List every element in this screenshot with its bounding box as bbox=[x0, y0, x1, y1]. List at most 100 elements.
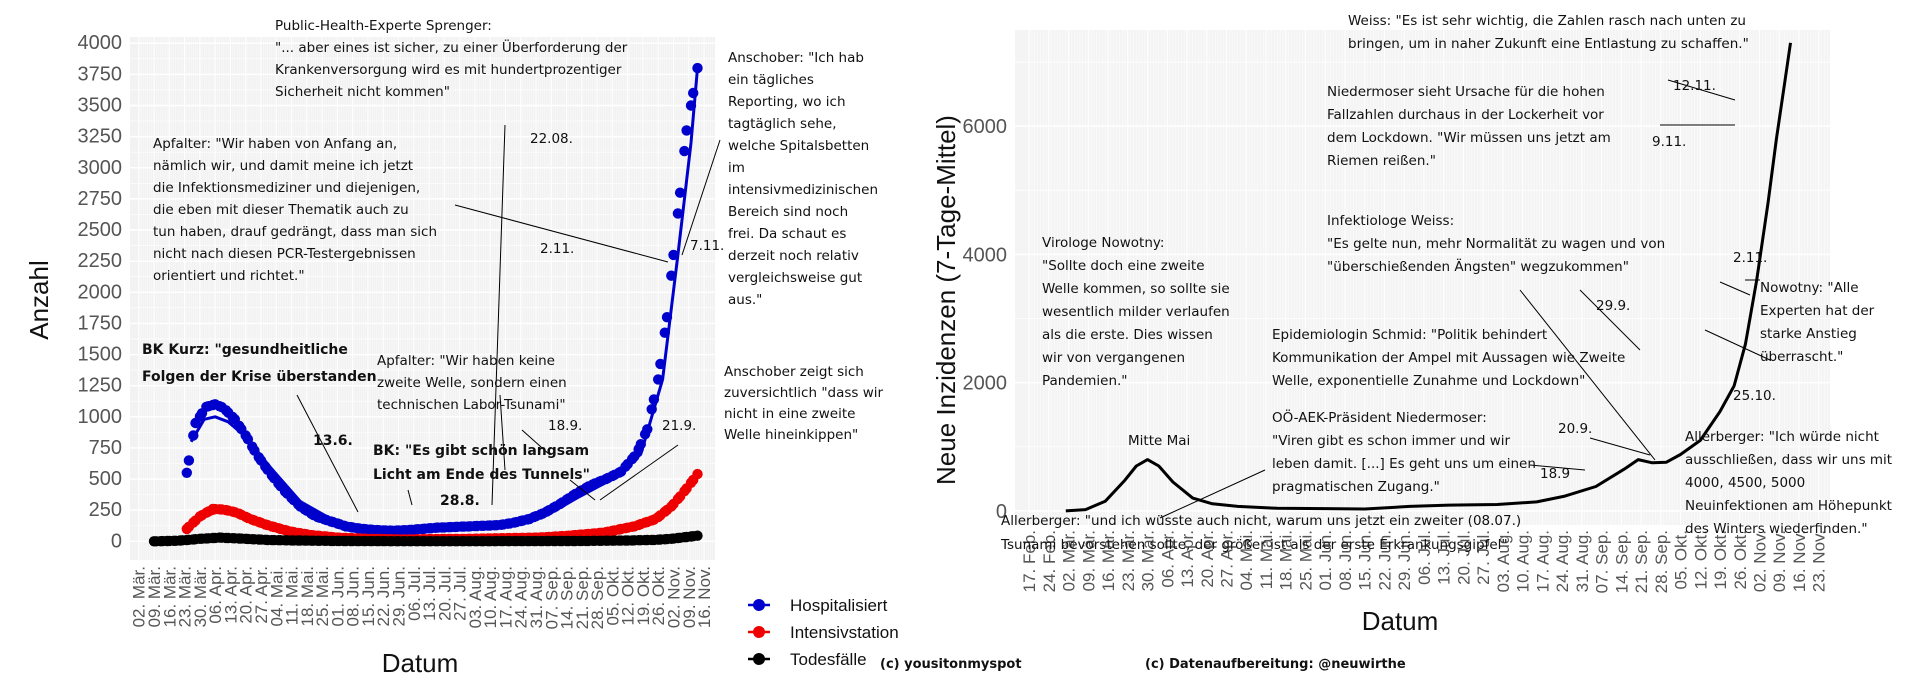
legend-left: Hospitalisiert Intensivstation Todesfälle bbox=[748, 596, 899, 669]
x-tick-label: 25. Mai. bbox=[1296, 530, 1315, 590]
x-tick-label: 31. Aug. bbox=[527, 566, 546, 628]
annotation-line: "Viren gibt es schon immer und wir bbox=[1272, 433, 1510, 449]
annotation-line: ein tägliches bbox=[728, 72, 814, 88]
x-tick-label: 18. Mai. bbox=[298, 566, 317, 626]
annotation-line: Anschober zeigt sich bbox=[724, 364, 864, 380]
point-hospitalisiert bbox=[679, 145, 690, 157]
annotation-kurz: BK Kurz: "gesundheitliche Folgen der Kris… bbox=[142, 342, 377, 385]
annotation-line: Riemen reißen." bbox=[1327, 153, 1436, 169]
annotation-line: BK Kurz: "gesundheitliche bbox=[142, 342, 348, 358]
leader-line bbox=[1719, 281, 1751, 296]
leader-line bbox=[599, 444, 679, 501]
x-tick-label: 11. Mai. bbox=[1257, 530, 1276, 589]
leader-line bbox=[296, 394, 359, 513]
x-tick-label: 02. Mär. bbox=[1060, 530, 1079, 591]
x-tick-label: 20. Jul. bbox=[1454, 530, 1473, 585]
y-ticks-right: 0 2000 4000 6000 bbox=[963, 116, 1008, 523]
annotation-line: Krankenversorgung wird es mit hundertpro… bbox=[275, 62, 622, 78]
y-tick-label: 4000 bbox=[78, 32, 123, 54]
annotation-anschober1_date: 7.11. bbox=[690, 238, 724, 254]
annotation-line: Welle, exponentielle Zunahme und Lockdow… bbox=[1272, 373, 1585, 389]
x-tick-label: 09. Mär. bbox=[145, 566, 164, 627]
x-tick-label: 08. Jun. bbox=[1336, 530, 1355, 591]
x-tick-label: 24. Aug. bbox=[1553, 530, 1572, 592]
x-tick-label: 22. Jun. bbox=[374, 566, 393, 627]
annotation-line: derzeit noch relativ bbox=[728, 248, 859, 264]
annotation-anschober2_date: 21.9. bbox=[662, 418, 696, 434]
point-hospitalisiert bbox=[183, 455, 195, 466]
annotation-line: Welle hineinkippen" bbox=[724, 427, 858, 443]
x-tick-label: 04. Mai. bbox=[1237, 530, 1256, 590]
annotation-line: Kommunikation der Ampel mit Aussagen wie… bbox=[1272, 350, 1625, 366]
x-tick-label: 12. Okt. bbox=[1691, 530, 1710, 590]
x-tick-label: 25. Mai. bbox=[313, 566, 332, 626]
annotation-line: orientiert und richtet." bbox=[153, 268, 305, 284]
plot-area-right bbox=[1015, 30, 1830, 525]
x-tick-label: 15. Jun. bbox=[1356, 530, 1375, 591]
annotation-line: zweite Welle, sondern einen bbox=[377, 375, 567, 391]
annotation-line: tagtäglich sehe, bbox=[728, 116, 837, 132]
x-tick-label: 13. Jul. bbox=[420, 566, 439, 621]
x-tick-label: 04. Mai. bbox=[267, 566, 286, 626]
credit-right: (c) Datenaufbereitung: @neuwirthe bbox=[1145, 657, 1406, 672]
y-tick-label: 750 bbox=[89, 437, 122, 459]
annotation-line: leben damit. [...] Es geht uns um einen bbox=[1272, 456, 1536, 472]
leader-line bbox=[681, 139, 721, 256]
x-tick-label: 16. Nov. bbox=[695, 566, 714, 628]
y-tick-label: 3500 bbox=[78, 94, 123, 116]
y-axis-title-right: Neue Inzidenzen (7-Tage-Mittel) bbox=[931, 115, 961, 485]
annotation-line: bringen, um in naher Zukunft eine Entlas… bbox=[1348, 36, 1749, 52]
annotation-line: überrascht." bbox=[1760, 349, 1843, 365]
point-hospitalisiert bbox=[674, 187, 686, 198]
point-hospitalisiert bbox=[648, 394, 660, 405]
annotation-weiss2: Infektiologe Weiss: "Es gelte nun, mehr N… bbox=[1327, 213, 1665, 275]
annotation-line: Pandemien." bbox=[1042, 373, 1128, 389]
annotation-line: Neuinfektionen am Höhepunkt bbox=[1685, 498, 1892, 514]
annotation-line: zuversichtlich "dass wir bbox=[724, 385, 884, 401]
annotation-line: Fallzahlen durchaus in der Lockerheit vo… bbox=[1327, 107, 1604, 123]
grid-left bbox=[130, 37, 715, 560]
annotation-line: frei. Da schaut es bbox=[728, 226, 846, 242]
y-tick-label: 2000 bbox=[78, 281, 123, 303]
point-hospitalisiert bbox=[668, 249, 679, 261]
leader-line bbox=[1579, 289, 1641, 351]
x-tick-label: 16. Mär. bbox=[1099, 530, 1118, 591]
y-ticks-left: 0 250 500 750 1000 1250 1500 1750 2000 2250 2500 27… bbox=[78, 32, 123, 552]
annotation-nowotny2: Nowotny: "Alle Experten hat der starke Ans… bbox=[1760, 280, 1875, 365]
annotation-line: 2.11. bbox=[540, 241, 574, 257]
annotation-line: als die erste. Dies wissen bbox=[1042, 327, 1213, 343]
x-tick-label: 24. Feb. bbox=[1040, 530, 1059, 592]
x-tick-label: 16. Mär. bbox=[160, 566, 179, 627]
y-tick-label: 0 bbox=[996, 501, 1007, 523]
x-tick-label: 03. Aug. bbox=[466, 566, 485, 628]
annotation-line: Bereich sind noch bbox=[728, 204, 848, 220]
annotation-bk_date: 28.8. bbox=[440, 493, 480, 509]
annotation-line: wesentlich milder verlaufen bbox=[1042, 304, 1230, 320]
leader-line bbox=[454, 204, 669, 263]
leader-line bbox=[1667, 79, 1736, 101]
annotation-line: 18.9 bbox=[1540, 466, 1570, 482]
annotation-line: Experten hat der bbox=[1760, 303, 1875, 319]
y-tick-label: 3750 bbox=[78, 63, 123, 85]
x-tick-label: 24. Aug. bbox=[512, 566, 531, 628]
x-tick-label: 23. Mär. bbox=[176, 566, 195, 627]
x-tick-label: 08. Jun. bbox=[344, 566, 363, 627]
y-tick-label: 2750 bbox=[78, 188, 123, 210]
leader-line bbox=[1529, 464, 1586, 471]
y-tick-label: 250 bbox=[89, 499, 122, 521]
y-tick-label: 0 bbox=[111, 530, 122, 552]
point-hospitalisiert bbox=[635, 439, 646, 450]
x-tick-label: 27. Apr. bbox=[1218, 530, 1237, 588]
annotation-line: 4000, 4500, 5000 bbox=[1685, 475, 1805, 491]
x-tick-label: 30. Mär. bbox=[1139, 530, 1158, 591]
x-tick-label: 28. Sep. bbox=[1652, 530, 1671, 593]
legend-label: Intensivstation bbox=[790, 623, 899, 642]
annotation-niedermoser2_date: 18.9 bbox=[1540, 466, 1570, 482]
point-hospitalisiert bbox=[692, 62, 703, 74]
points-left bbox=[148, 62, 703, 547]
annotation-line: Allerberger: "und ich wüsste auch nicht,… bbox=[1001, 513, 1521, 529]
y-tick-label: 1500 bbox=[78, 344, 123, 366]
annotations-right: Weiss: "Es ist sehr wichtig, die Zahlen … bbox=[1000, 13, 1892, 553]
x-tick-label: 19. Okt. bbox=[1711, 530, 1730, 590]
annotation-line: Epidemiologin Schmid: "Politik behindert bbox=[1272, 327, 1547, 343]
